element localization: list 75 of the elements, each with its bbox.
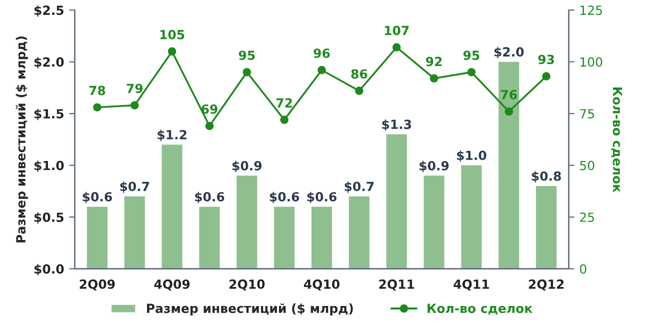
bar bbox=[424, 176, 444, 269]
data-label: $0.6 bbox=[195, 192, 224, 204]
bar bbox=[162, 144, 182, 269]
bar bbox=[498, 62, 520, 269]
data-label: 78 bbox=[89, 86, 106, 96]
x-tick-label: 4Q11 bbox=[454, 279, 489, 291]
bar bbox=[386, 134, 407, 269]
x-tick-label: 2Q10 bbox=[230, 279, 265, 291]
bar bbox=[348, 196, 370, 269]
y2-tick-label: 100 bbox=[580, 57, 602, 67]
point bbox=[130, 101, 139, 110]
bar bbox=[536, 186, 557, 269]
x-tick-label: 4Q09 bbox=[154, 279, 190, 291]
data-label: $1.2 bbox=[158, 130, 186, 142]
x-tick-label: 4Q10 bbox=[304, 279, 340, 291]
data-label: 79 bbox=[126, 84, 143, 94]
point bbox=[242, 68, 252, 76]
legend-label: Размер инвестиций ($ млрд) bbox=[147, 303, 353, 316]
point bbox=[392, 43, 401, 52]
y-axis-title: Размер инвестиций ($ млрд) bbox=[16, 36, 28, 242]
x-tick-label: 2Q12 bbox=[528, 279, 564, 291]
bar bbox=[311, 206, 332, 269]
y2-tick-label: 75 bbox=[580, 109, 594, 118]
data-label: 86 bbox=[351, 69, 368, 79]
point bbox=[542, 72, 550, 80]
y-tick-label: $2.0 bbox=[34, 57, 64, 68]
point bbox=[318, 66, 326, 74]
data-label: $0.6 bbox=[307, 192, 336, 204]
bar bbox=[86, 206, 108, 269]
data-label: $0.7 bbox=[344, 181, 374, 193]
point bbox=[205, 122, 214, 130]
point bbox=[467, 68, 476, 76]
data-label: 107 bbox=[384, 26, 409, 36]
x-tick-label: 2Q11 bbox=[379, 279, 414, 291]
point bbox=[355, 86, 364, 95]
y2-tick-label: 25 bbox=[580, 212, 594, 222]
data-label: 76 bbox=[501, 90, 517, 100]
data-label: $2.0 bbox=[494, 46, 524, 58]
data-label: 72 bbox=[276, 98, 292, 108]
data-label: $0.9 bbox=[420, 160, 449, 172]
y-tick-label: $1.0 bbox=[34, 160, 64, 172]
data-label: $0.9 bbox=[232, 160, 262, 172]
bar bbox=[236, 176, 258, 269]
y2-tick-label: 0 bbox=[580, 264, 586, 274]
bar bbox=[461, 165, 482, 269]
data-label: 95 bbox=[238, 50, 255, 60]
bar bbox=[124, 196, 145, 269]
data-label: 96 bbox=[314, 48, 330, 58]
point bbox=[280, 116, 288, 124]
data-label: 93 bbox=[538, 54, 554, 64]
point bbox=[430, 74, 438, 83]
point bbox=[504, 107, 514, 116]
legend-label: Кол-во сделок bbox=[428, 304, 532, 315]
y-tick-label: $2.5 bbox=[34, 5, 64, 17]
x-tick-label: 2Q09 bbox=[80, 279, 115, 291]
y-tick-label: $0.5 bbox=[34, 212, 64, 224]
data-label: 95 bbox=[463, 50, 480, 60]
point bbox=[93, 103, 102, 112]
bar bbox=[199, 206, 220, 269]
data-label: 92 bbox=[426, 56, 442, 66]
y2-tick-label: 50 bbox=[580, 160, 594, 170]
y2-axis-title: Кол-во сделок bbox=[611, 87, 622, 192]
data-label: 105 bbox=[160, 30, 184, 40]
data-label: $1.3 bbox=[382, 119, 412, 131]
y-tick-label: $1.5 bbox=[34, 108, 64, 120]
data-label: $1.0 bbox=[457, 150, 486, 162]
data-label: $0.6 bbox=[270, 192, 300, 204]
data-label: $0.8 bbox=[532, 171, 561, 182]
data-label: 69 bbox=[202, 104, 218, 114]
bar bbox=[274, 206, 295, 269]
data-label: $0.7 bbox=[120, 181, 150, 193]
y-tick-label: $0.0 bbox=[34, 264, 64, 276]
point bbox=[168, 47, 176, 56]
y2-tick-label: 125 bbox=[580, 6, 602, 16]
data-label: $0.6 bbox=[82, 192, 112, 204]
